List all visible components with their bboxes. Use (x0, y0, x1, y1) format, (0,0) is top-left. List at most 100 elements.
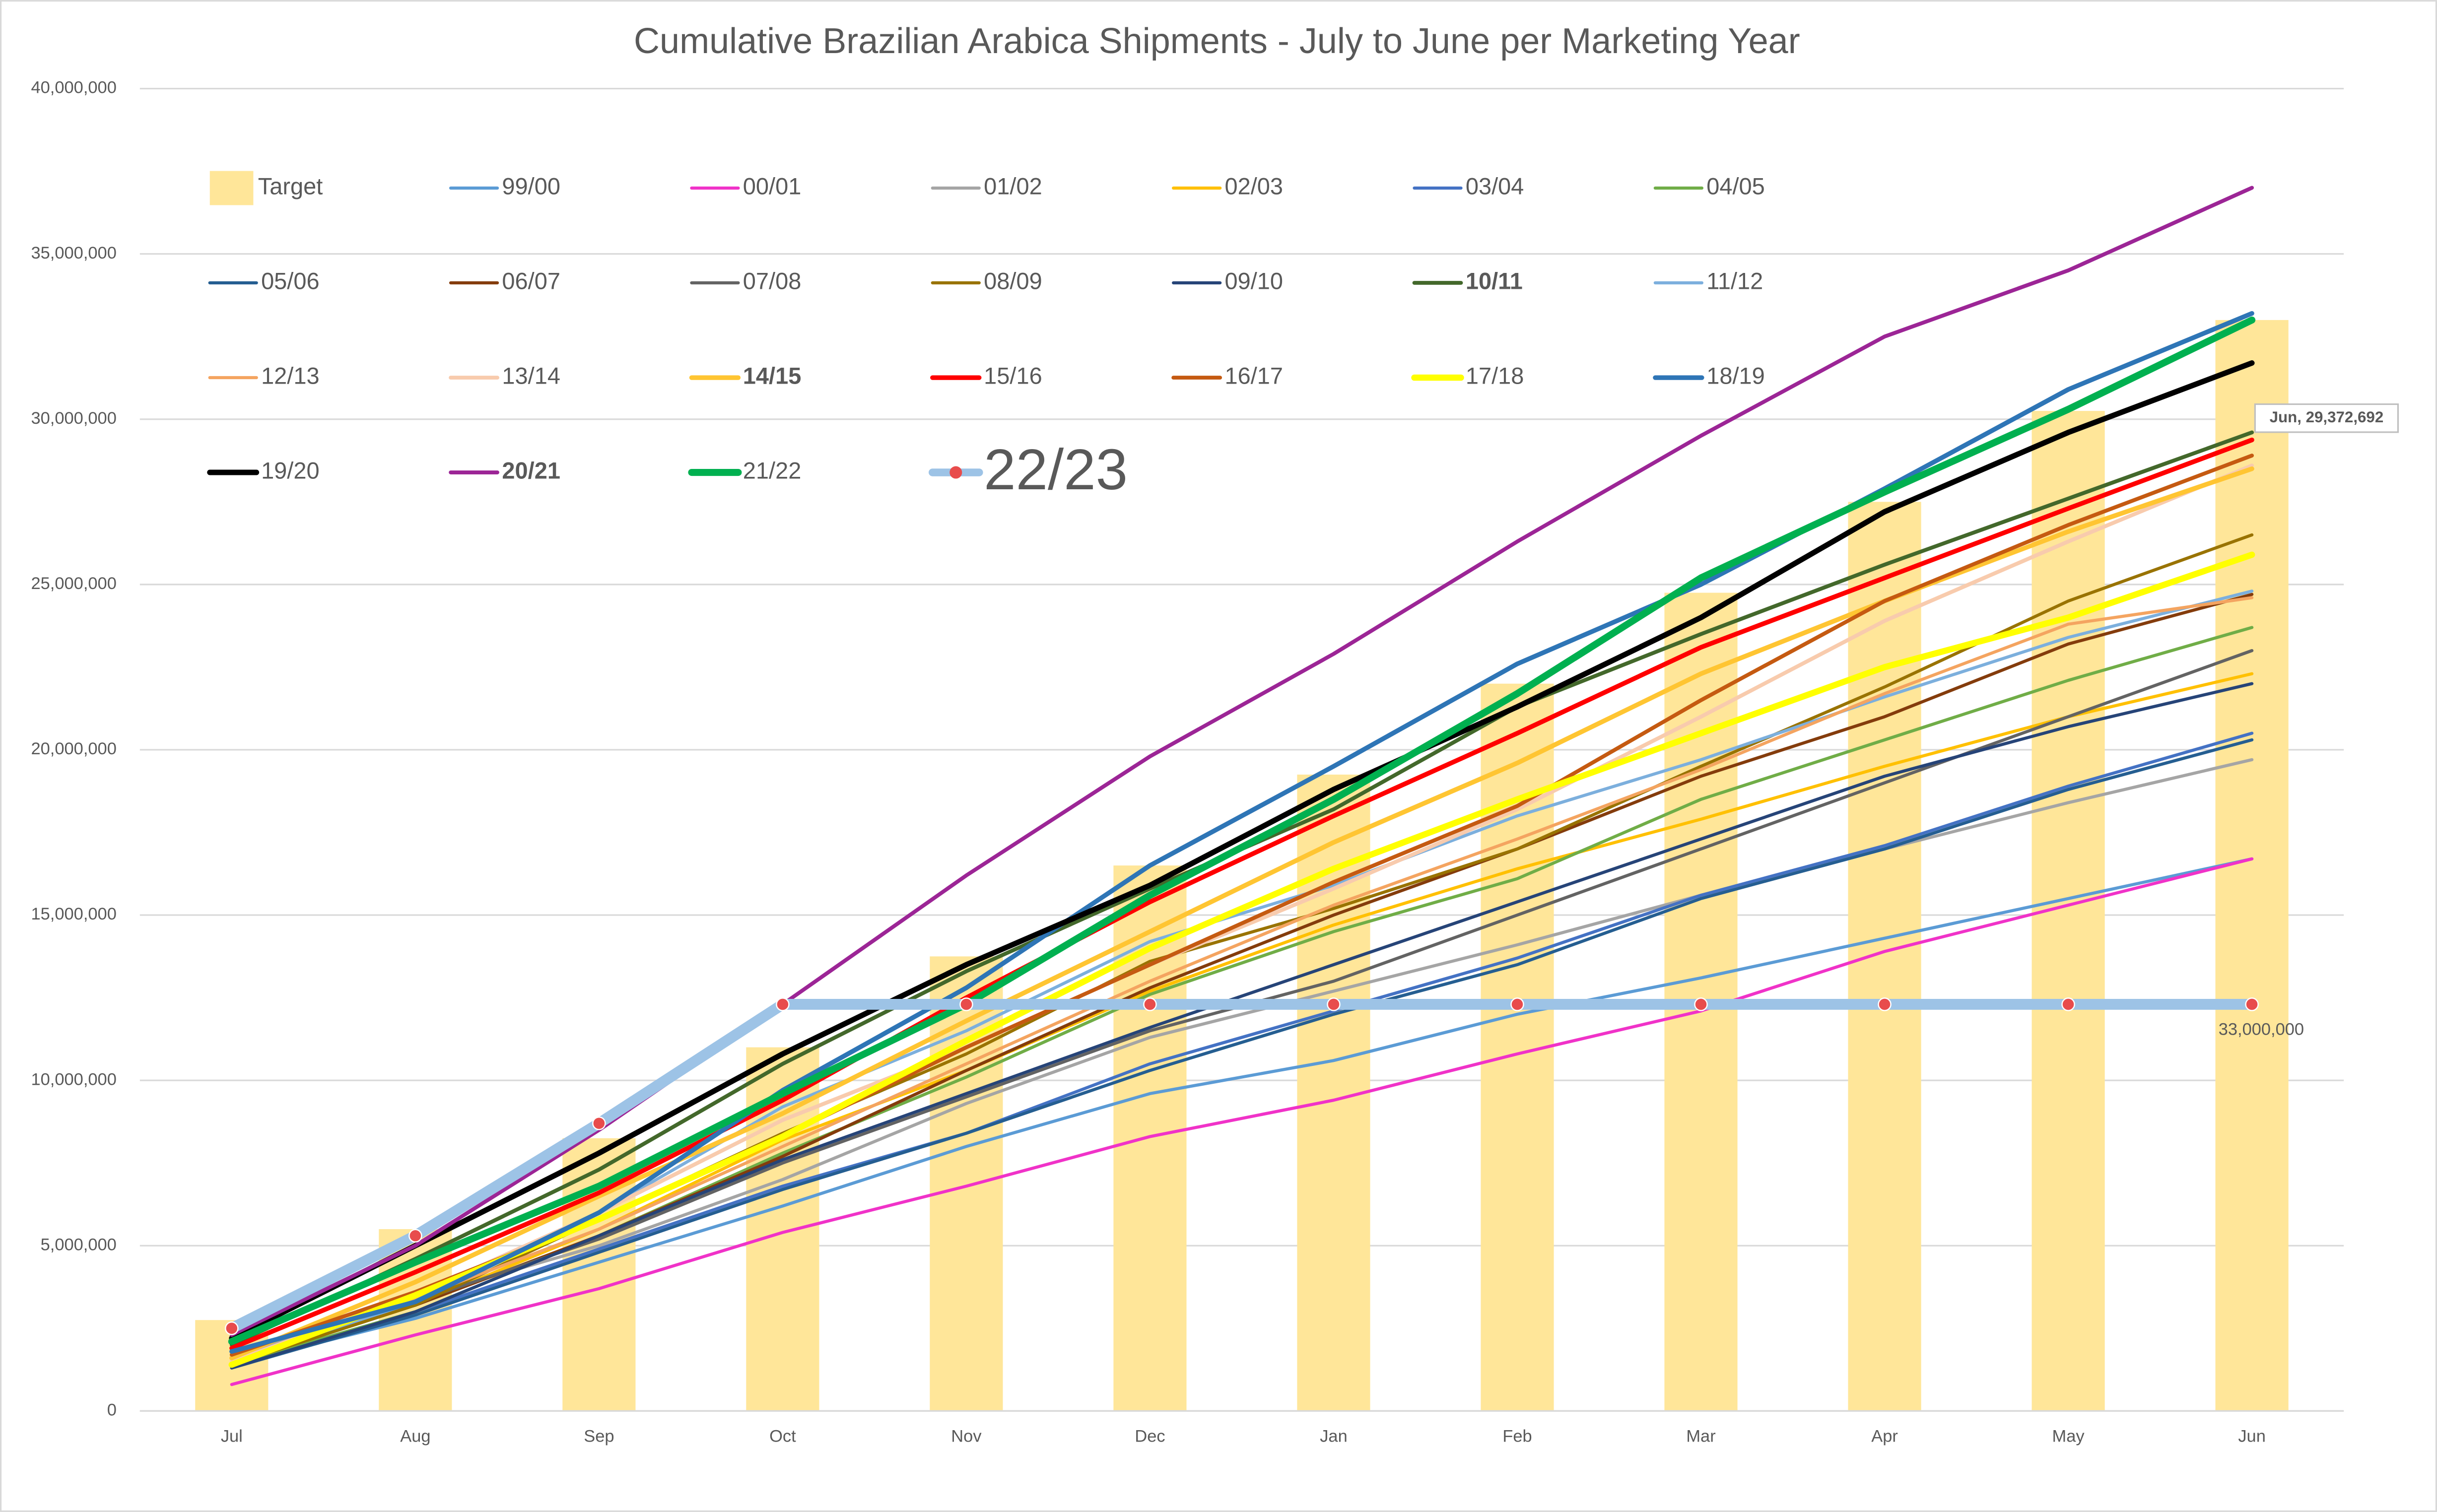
legend-entry: 21/22 (688, 457, 802, 483)
y-tick-label: 35,000,000 (31, 244, 116, 263)
legend-label: 09/10 (1225, 267, 1284, 294)
legend-entry: 09/10 (1172, 267, 1284, 294)
legend-label: 04/05 (1706, 173, 1765, 199)
value-callout: Jun, 29,372,692 (2254, 403, 2399, 433)
legend-label: 17/18 (1466, 362, 1524, 389)
bar-value-label: 33,000,000 (2219, 1020, 2304, 1039)
x-tick-label: Sep (584, 1427, 614, 1446)
series-line (228, 551, 2255, 1368)
legend-swatch (209, 171, 254, 205)
y-tick-label: 20,000,000 (31, 739, 116, 758)
legend-label: 10/11 (1466, 267, 1523, 294)
series-marker (2245, 997, 2259, 1011)
x-tick-label: Feb (1502, 1427, 1532, 1446)
y-tick-label: 0 (107, 1400, 117, 1419)
x-tick-label: Nov (951, 1427, 982, 1446)
y-tick-label: 40,000,000 (31, 78, 116, 97)
legend-label: 00/01 (743, 173, 802, 199)
legend-label: Target (258, 173, 323, 199)
legend-entry: 00/01 (690, 173, 802, 199)
series-marker (776, 997, 790, 1011)
series-marker (1510, 997, 1524, 1011)
legend-entry: 13/14 (449, 362, 560, 389)
legend-entry: 14/15 (689, 362, 802, 389)
x-tick-label: Jun (2238, 1427, 2266, 1446)
x-tick-label: Mar (1686, 1427, 1715, 1446)
legend-entry: 01/02 (931, 173, 1042, 199)
series-value-label: Jun, 29,372,692 (2270, 408, 2384, 426)
legend-entry: 22/23 (928, 437, 1128, 502)
series-marker (1878, 997, 1892, 1011)
series-marker (1327, 997, 1341, 1011)
legend-label: 16/17 (1225, 362, 1284, 389)
series-line (229, 186, 2254, 1337)
legend-entry: 04/05 (1653, 173, 1765, 199)
series-line (230, 596, 2254, 1363)
legend-label: 06/07 (502, 267, 560, 294)
bar (1848, 502, 1921, 1411)
x-tick-label: Aug (400, 1427, 430, 1446)
legend-entry: 07/08 (690, 267, 801, 294)
y-tick-label: 25,000,000 (31, 574, 116, 593)
series-marker (2061, 997, 2075, 1011)
series-line (230, 682, 2254, 1370)
legend-marker (949, 466, 962, 479)
legend-entry: 15/16 (930, 362, 1042, 389)
legend-label: 12/13 (261, 362, 320, 389)
legend-label: 05/06 (261, 267, 320, 294)
x-tick-label: Dec (1135, 1427, 1165, 1446)
series-marker (592, 1117, 606, 1130)
series-line (229, 437, 2254, 1351)
series-line (230, 738, 2254, 1370)
y-tick-label: 10,000,000 (31, 1070, 116, 1089)
series-marker (408, 1229, 422, 1243)
legend-label: 22/23 (984, 437, 1128, 502)
series-marker (1143, 997, 1157, 1011)
series-marker (225, 1321, 239, 1335)
legend-label: 08/09 (984, 267, 1042, 294)
x-tick-label: Jul (221, 1427, 243, 1446)
legend-entry: 05/06 (208, 267, 320, 294)
legend-entry: 99/00 (449, 173, 560, 199)
legend-label: 01/02 (984, 173, 1042, 199)
legend-label: 02/03 (1225, 173, 1284, 199)
legend-entry: Target (209, 171, 323, 205)
y-tick-label: 30,000,000 (31, 409, 116, 428)
legend-entry: 10/11 (1412, 267, 1523, 294)
y-tick-label: 5,000,000 (41, 1235, 117, 1254)
series-line (230, 731, 2254, 1367)
legend-label: 14/15 (743, 362, 802, 389)
series-marker (959, 997, 973, 1011)
chart-title: Cumulative Brazilian Arabica Shipments -… (634, 21, 1800, 61)
legend-entry: 03/04 (1413, 173, 1524, 199)
x-tick-label: May (2052, 1427, 2085, 1446)
legend-entry: 08/09 (931, 267, 1042, 294)
legend-entry: 06/07 (449, 267, 560, 294)
legend-label: 21/22 (743, 457, 802, 483)
legend-entry: 18/19 (1653, 362, 1765, 389)
legend-label: 20/21 (502, 457, 560, 483)
y-tick-label: 15,000,000 (31, 905, 116, 923)
series-line (229, 311, 2254, 1354)
legend-label: 18/19 (1706, 362, 1765, 389)
x-tick-label: Apr (1871, 1427, 1898, 1446)
legend-label: 11/12 (1706, 267, 1763, 294)
legend-entry: 16/17 (1171, 362, 1284, 389)
series-line (228, 316, 2256, 1345)
x-tick-label: Oct (769, 1427, 796, 1446)
x-tick-label: Jan (1320, 1427, 1348, 1446)
legend-label: 03/04 (1466, 173, 1524, 199)
legend-entry: 12/13 (208, 362, 320, 389)
legend-label: 19/20 (261, 457, 320, 483)
legend-entry: 02/03 (1172, 173, 1284, 199)
legend-label: 15/16 (984, 362, 1042, 389)
legend-entry: 20/21 (449, 457, 560, 483)
series-line (229, 360, 2255, 1341)
legend-label: 99/00 (502, 173, 560, 199)
legend-entry: 19/20 (207, 457, 320, 483)
series-marker (1694, 997, 1708, 1011)
legend-entry: 11/12 (1653, 267, 1763, 294)
series-line (226, 998, 2258, 1334)
